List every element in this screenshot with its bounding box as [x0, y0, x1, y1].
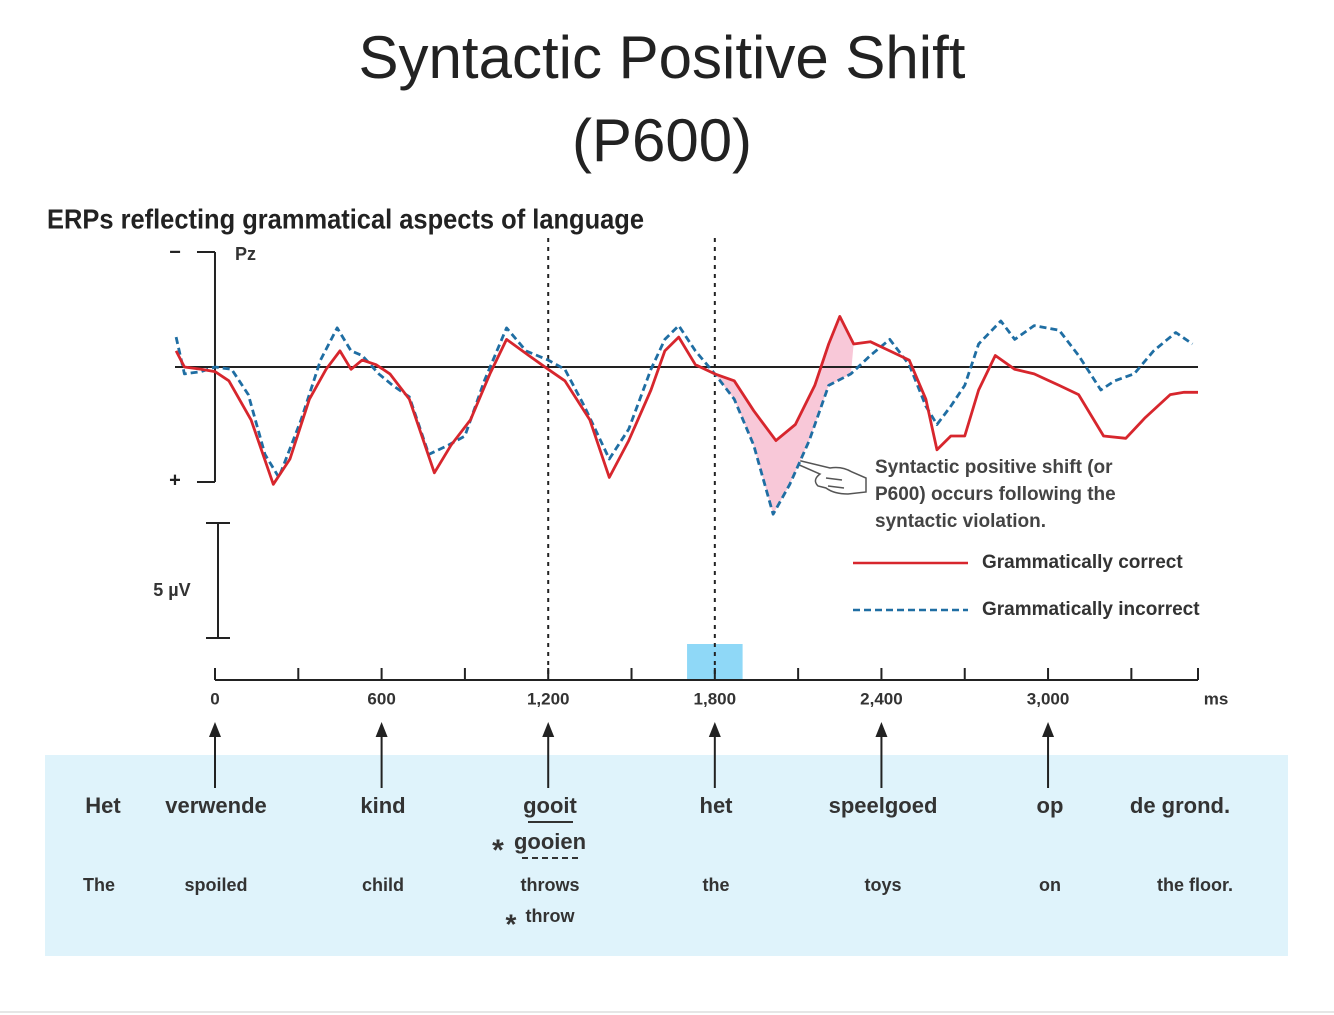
title-line: Syntactic Positive Shift: [359, 24, 966, 91]
title-line: (P600): [572, 107, 752, 174]
violation-english: throw: [526, 906, 576, 926]
word-arrow-head: [208, 722, 221, 737]
x-axis-label: ms: [1204, 689, 1229, 708]
scale-bar-label: 5 µV: [153, 580, 190, 600]
dutch-word: op: [1037, 793, 1064, 818]
p600-shade: [714, 316, 854, 515]
dutch-word: gooit: [523, 793, 577, 818]
english-word: child: [362, 875, 404, 895]
dutch-word: Het: [85, 793, 121, 818]
x-tick-label: 0: [210, 689, 219, 708]
x-tick-label: 1,800: [694, 689, 737, 708]
word-arrow-head: [875, 722, 888, 737]
dutch-word: kind: [360, 793, 405, 818]
annotation: Syntactic positive shift (or: [875, 457, 1113, 478]
dutch-word: verwende: [165, 793, 267, 818]
y-pole-label: +: [169, 469, 181, 491]
x-tick-label: 2,400: [860, 689, 903, 708]
dutch-word: het: [700, 793, 734, 818]
x-tick-label: 1,200: [527, 689, 570, 708]
english-word: the: [703, 875, 730, 895]
electrode-label: Pz: [235, 244, 256, 264]
annotation: P600) occurs following the: [875, 484, 1116, 505]
x-tick-label: 600: [367, 689, 395, 708]
english-word: the floor.: [1157, 875, 1233, 895]
legend-label: Grammatically incorrect: [982, 599, 1200, 620]
legend-label: Grammatically correct: [982, 552, 1183, 573]
annotation: syntactic violation.: [875, 511, 1046, 532]
violation-dutch: gooien: [514, 829, 586, 854]
english-word: throws: [520, 875, 579, 895]
erp-line: [174, 319, 1194, 516]
erp-line: [174, 315, 1198, 486]
word-arrow-head: [375, 722, 388, 737]
english-word: spoiled: [184, 875, 247, 895]
word-arrow-head: [1042, 722, 1055, 737]
dutch-word: de grond.: [1130, 793, 1230, 818]
word-arrow-head: [542, 722, 555, 737]
subtitle: ERPs reflecting grammatical aspects of l…: [47, 203, 644, 234]
sentence-panel: [45, 755, 1288, 956]
english-word: toys: [864, 875, 901, 895]
violation-marker: *: [506, 908, 517, 939]
x-tick-label: 3,000: [1027, 689, 1070, 708]
y-pole-label: −: [169, 241, 181, 263]
english-word: on: [1039, 875, 1061, 895]
pointing-hand: [796, 459, 867, 495]
violation-marker: *: [492, 834, 504, 867]
english-word: The: [83, 875, 115, 895]
word-arrow-head: [708, 722, 721, 737]
dutch-word: speelgoed: [829, 793, 938, 818]
